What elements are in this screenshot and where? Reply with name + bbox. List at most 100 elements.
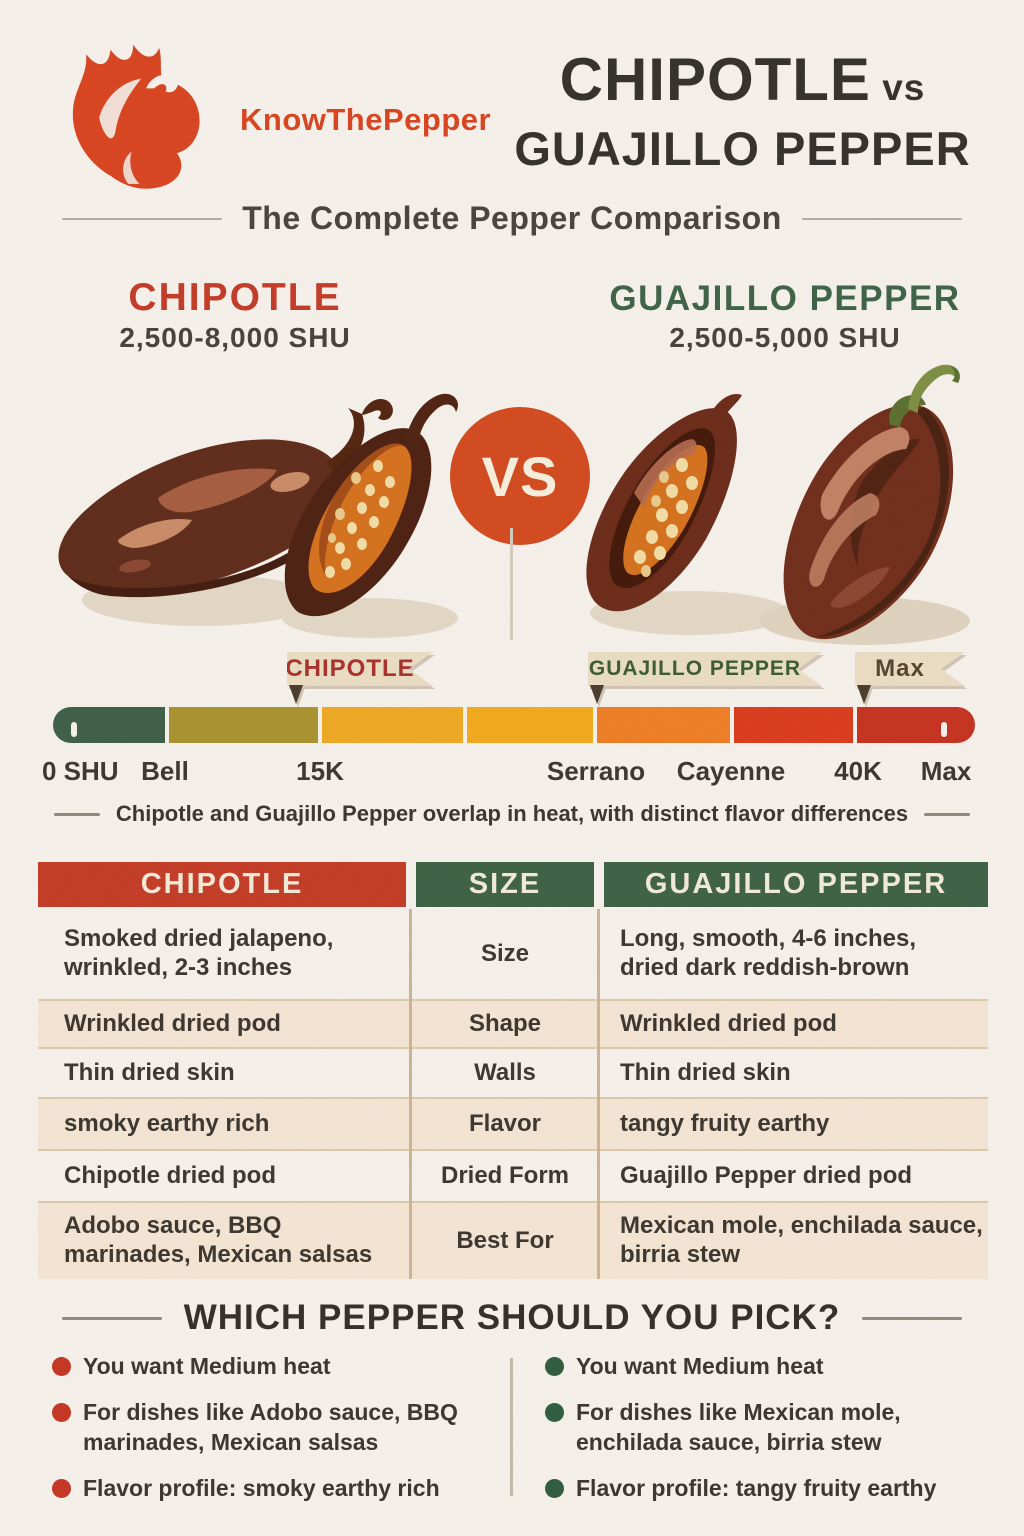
scale-tick-label: 15K <box>296 756 344 786</box>
scale-segment-medium-low-range <box>322 707 463 743</box>
chipotle-heading: CHIPOTLE <box>128 276 342 319</box>
scale-segment-mild-range <box>169 707 318 743</box>
guajillo-peppers-illustration <box>586 364 970 645</box>
scale-segment-cayenne-range <box>734 707 853 743</box>
cell-attribute: Size <box>480 939 530 967</box>
list-item-text: Flavor profile: smoky earthy rich <box>83 1474 440 1501</box>
cell-guajillo: Guajillo Pepper dried pod <box>620 1161 913 1189</box>
bullet-dot-icon <box>545 1357 564 1376</box>
subtitle: The Complete Pepper Comparison <box>242 200 782 236</box>
scale-segment-serrano-range <box>597 707 730 743</box>
flag-pointer-icon <box>857 685 871 704</box>
list-item: For dishes like Adobo sauce, BBQ marinad… <box>52 1398 502 1458</box>
vs-badge: VS <box>450 407 590 545</box>
list-item-text: For dishes like Mexican mole, enchilada … <box>576 1398 901 1455</box>
bullet-dot-icon <box>52 1478 71 1498</box>
flag-ribbon: CHIPOTLE <box>287 652 433 686</box>
flag-ribbon: GUAJILLO PEPPER <box>588 652 822 686</box>
bullet-dot-icon <box>545 1402 564 1422</box>
title-line-1: CHIPOTLE vs <box>559 46 926 113</box>
table-vertical-line <box>409 909 412 1279</box>
list-item: For dishes like Mexican mole, enchilada … <box>545 1398 995 1458</box>
scale-caption-row: Chipotle and Guajillo Pepper overlap in … <box>0 801 1024 827</box>
flaming-pepper-logo-icon <box>72 44 200 189</box>
subtitle-row: The Complete Pepper Comparison <box>0 200 1024 237</box>
table-row: Wrinkled dried pod Shape Wrinkled dried po… <box>38 999 988 1047</box>
list-item-text: For dishes like Adobo sauce, BBQ marinad… <box>83 1398 458 1455</box>
scale-start-notch <box>71 722 77 737</box>
scale-tick-label: 0 SHU <box>42 756 119 786</box>
table-header-row: CHIPOTLE SIZE GUAJILLO PEPPER <box>38 862 988 907</box>
caption-rest: overlap in heat, with distinct flavor di… <box>416 801 909 826</box>
cell-attribute: Shape <box>468 1009 542 1037</box>
table-row: Smoked dried jalapeno, wrinkled, 2-3 inc… <box>38 909 988 999</box>
list-item: Flavor profile: tangy fruity earthy <box>545 1474 995 1504</box>
title-line-2: GUAJILLO PEPPER <box>514 122 971 175</box>
table-row: smoky earthy rich Flavor tangy fruity eart… <box>38 1097 988 1149</box>
title-vs: vs <box>870 67 926 108</box>
table-header-cell: SIZE <box>416 862 594 907</box>
scale-segment-bell-range <box>53 707 165 743</box>
cell-chipotle: Chipotle dried pod <box>64 1161 276 1189</box>
cell-chipotle: Smoked dried jalapeno, wrinkled, 2-3 inc… <box>64 925 334 981</box>
scale-segment-max-range <box>857 707 975 743</box>
scale-tick-label: 40K <box>834 756 882 786</box>
cell-chipotle: Wrinkled dried pod <box>64 1009 281 1037</box>
flag-ribbon: Max <box>855 652 965 686</box>
table-header-cell: GUAJILLO PEPPER <box>604 862 988 907</box>
guajillo-whole-pod <box>783 364 961 640</box>
cell-attribute: Dried Form <box>440 1161 569 1189</box>
scale-caption: Chipotle and Guajillo Pepper overlap in … <box>116 801 908 827</box>
chipotle-cut-pod <box>284 393 459 617</box>
list-item: Flavor profile: smoky earthy rich <box>52 1474 502 1504</box>
bullet-dot-icon <box>52 1357 71 1376</box>
cell-chipotle: Thin dried skin <box>64 1058 235 1086</box>
guajillo-cut-pod <box>586 393 742 612</box>
bullet-dot-icon <box>545 1478 564 1498</box>
guajillo-heading: GUAJILLO PEPPER <box>609 279 961 318</box>
table-row: Adobo sauce, BBQ marinades, Mexican sals… <box>38 1201 988 1279</box>
list-item: You want Medium heat <box>545 1352 995 1382</box>
brand-name: KnowThePepper <box>240 102 492 137</box>
scale-tick-label: Serrano <box>546 756 646 786</box>
scale-segment-medium-range <box>467 707 593 743</box>
scale-end-notch <box>941 722 947 737</box>
pick-list-chipotle: You want Medium heat For dishes like Adob… <box>52 1352 502 1520</box>
scale-tick-label: Max <box>920 756 972 786</box>
list-item: You want Medium heat <box>52 1352 502 1382</box>
list-item-text: Flavor profile: tangy fruity earthy <box>576 1474 937 1501</box>
flag-pointer-icon <box>289 685 303 704</box>
cell-attribute: Flavor <box>468 1109 542 1137</box>
heat-scale-bar <box>0 707 1024 743</box>
pick-dash-right <box>862 1316 963 1320</box>
subtitle-dash-right <box>801 217 962 220</box>
cell-attribute: Best For <box>456 1226 554 1254</box>
table-row: Chipotle dried pod Dried Form Guajillo Pep… <box>38 1149 988 1201</box>
cell-guajillo: Mexican mole, enchilada sauce, birria st… <box>620 1212 983 1268</box>
caption-dash-left <box>53 812 100 816</box>
chipotle-peppers-illustration <box>58 393 459 638</box>
table-body: Smoked dried jalapeno, wrinkled, 2-3 inc… <box>38 909 988 1279</box>
page-title: CHIPOTLE vs GUAJILLO PEPPER <box>470 46 1015 176</box>
scale-flag-guajillo-pepper: GUAJILLO PEPPER <box>588 652 822 704</box>
flag-pointer-icon <box>590 685 604 704</box>
cell-chipotle: smoky earthy rich <box>64 1109 270 1137</box>
caption-bold: Chipotle and Guajillo Pepper <box>115 801 417 826</box>
scale-tick-label: Bell <box>141 756 189 786</box>
cell-chipotle: Adobo sauce, BBQ marinades, Mexican sals… <box>64 1212 373 1268</box>
cell-guajillo: Thin dried skin <box>620 1058 791 1086</box>
pick-list-guajillo: You want Medium heat For dishes like Mexi… <box>545 1352 995 1520</box>
section-divider <box>510 528 513 640</box>
pick-heading-row: WHICH PEPPER SHOULD YOU PICK? <box>0 1298 1024 1338</box>
table-row: Thin dried skin Walls Thin dried skin <box>38 1047 988 1097</box>
bullet-dot-icon <box>52 1402 71 1422</box>
cell-attribute: Walls <box>474 1058 536 1086</box>
comparison-table: CHIPOTLE SIZE GUAJILLO PEPPER Smoked dried… <box>38 862 988 1279</box>
pick-columns-divider <box>510 1358 513 1496</box>
subtitle-dash-left <box>62 217 223 220</box>
caption-dash-right <box>924 812 971 816</box>
scale-tick-label: Cayenne <box>676 756 786 786</box>
table-vertical-line <box>597 909 600 1279</box>
cell-guajillo: Wrinkled dried pod <box>620 1009 837 1037</box>
scale-flag-max: Max <box>855 652 965 704</box>
